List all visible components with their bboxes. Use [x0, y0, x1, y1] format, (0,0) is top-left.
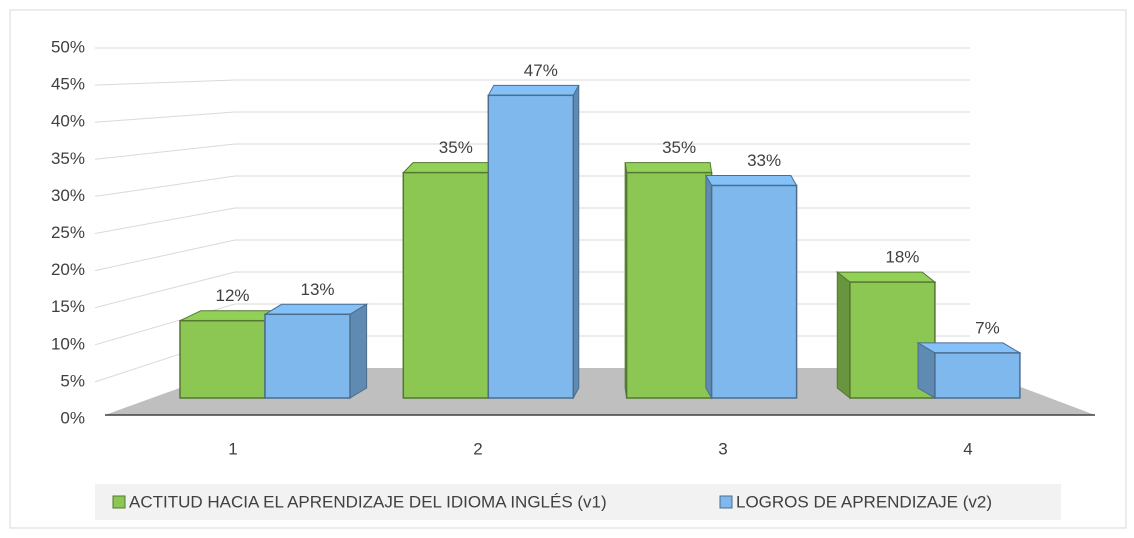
bar-side [836, 271, 851, 400]
bar-top [487, 84, 580, 96]
bar-top [835, 271, 937, 283]
grid-line [94, 111, 970, 123]
y-tick-label: 50% [51, 37, 85, 56]
y-tick-label: 40% [51, 112, 85, 131]
data-label: 35% [439, 138, 473, 157]
y-tick-label: 20% [51, 260, 85, 279]
data-label: 7% [975, 318, 1000, 337]
y-tick-label: 10% [51, 334, 85, 353]
y-tick-label: 30% [51, 186, 85, 205]
data-label: 35% [662, 138, 696, 157]
data-label: 33% [747, 151, 781, 170]
data-label: 18% [885, 248, 919, 267]
legend-swatch [719, 495, 733, 509]
x-tick-label: 2 [473, 439, 482, 458]
bar-front [934, 352, 1021, 399]
legend-label: LOGROS DE APRENDIZAJE (v2) [736, 492, 992, 511]
bar-top [402, 162, 500, 174]
y-tick-label: 15% [51, 297, 85, 316]
bar-front [625, 171, 713, 399]
x-tick-label: 1 [228, 439, 237, 458]
grid-line [94, 79, 970, 86]
bar [402, 161, 500, 400]
bar-front [402, 171, 490, 399]
legend-label: ACTITUD HACIA EL APRENDIZAJE DEL IDIOMA … [129, 492, 607, 511]
bar [624, 162, 713, 399]
y-tick-label: 35% [51, 149, 85, 168]
bar-side [705, 173, 713, 400]
y-tick-label: 45% [51, 75, 85, 94]
bar [263, 303, 369, 399]
bar [487, 84, 580, 399]
legend [95, 484, 1061, 520]
bar-top [624, 162, 713, 174]
x-tick-label: 3 [718, 439, 727, 458]
bar-top [705, 174, 798, 186]
y-tick-label: 25% [51, 223, 85, 242]
bar-front [179, 319, 266, 399]
bar-side [572, 85, 580, 399]
grid-line [94, 143, 970, 160]
bar [916, 342, 1022, 399]
bar-front [487, 94, 575, 399]
data-label: 47% [524, 61, 558, 80]
bar-front [264, 313, 351, 399]
x-tick-label: 4 [963, 439, 972, 458]
data-label: 12% [215, 286, 249, 305]
bar [705, 173, 798, 400]
bar-front [710, 184, 798, 399]
bar-side [917, 342, 936, 399]
y-tick-label: 0% [60, 408, 85, 427]
y-tick-label: 5% [60, 371, 85, 390]
data-label: 13% [300, 280, 334, 299]
bar-top [263, 303, 369, 315]
bar-side [349, 303, 368, 399]
legend-swatch [112, 495, 126, 509]
